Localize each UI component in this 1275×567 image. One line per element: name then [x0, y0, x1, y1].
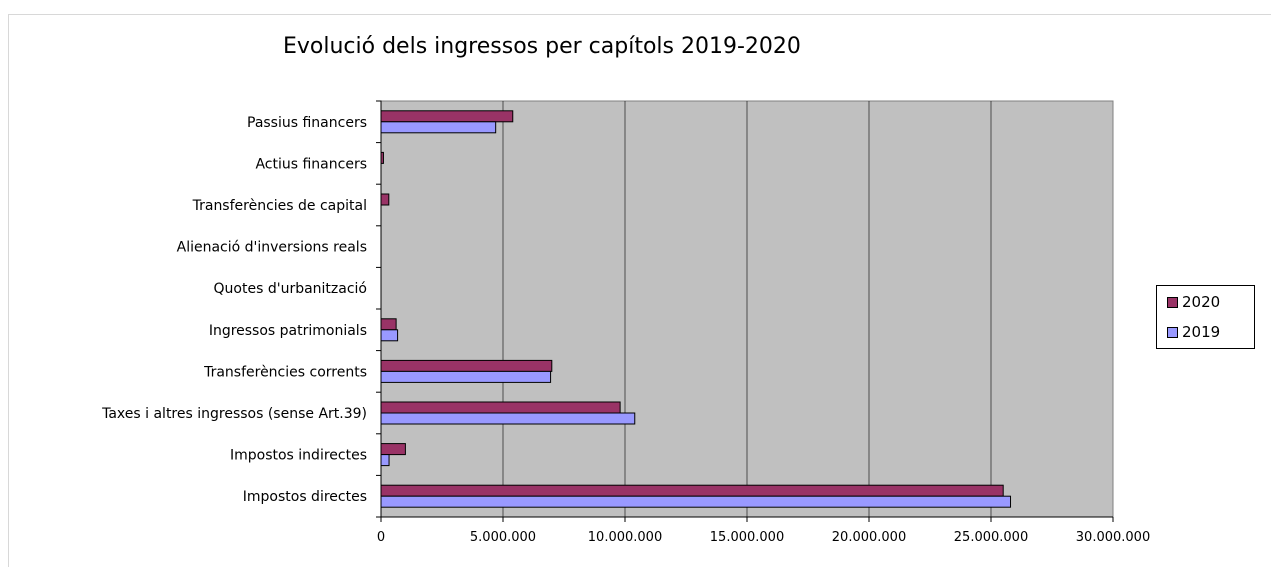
y-category-label: Taxes i altres ingressos (sense Art.39) — [101, 406, 367, 422]
y-category-label: Transferències de capital — [192, 198, 367, 214]
y-category-label: Impostos indirectes — [230, 448, 367, 464]
bar-2019 — [380, 370, 552, 383]
bar-2020 — [380, 484, 1004, 497]
bar-2020 — [380, 443, 406, 456]
bar-2019 — [380, 329, 399, 342]
bar-2019 — [380, 454, 390, 467]
chart-title: Evolució dels ingressos per capítols 201… — [283, 34, 801, 59]
y-category-label: Quotes d'urbanització — [214, 281, 367, 297]
legend-item-2020: 2020 — [1167, 292, 1220, 312]
chart-legend: 2020 2019 — [1156, 285, 1255, 349]
legend-label-2019: 2019 — [1182, 323, 1221, 341]
y-category-label: Passius financers — [247, 115, 367, 131]
x-tick-label: 10.000.000 — [588, 530, 662, 545]
legend-item-2019: 2019 — [1167, 322, 1220, 342]
x-tick-label: 20.000.000 — [832, 530, 906, 545]
chart-frame — [8, 14, 1271, 567]
x-tick-label: 0 — [377, 530, 385, 545]
x-tick-label: 15.000.000 — [710, 530, 784, 545]
bar-2020 — [380, 359, 553, 372]
bar-2020 — [380, 318, 397, 331]
y-category-label: Transferències corrents — [203, 364, 367, 380]
legend-swatch-2020 — [1167, 296, 1178, 308]
bar-2019 — [380, 121, 497, 134]
y-category-label: Ingressos patrimonials — [209, 323, 367, 339]
bar-2019 — [380, 412, 636, 425]
x-tick-label: 5.000.000 — [470, 530, 536, 545]
x-tick-label: 30.000.000 — [1076, 530, 1150, 545]
legend-label-2020: 2020 — [1182, 293, 1221, 311]
bar-2020 — [380, 401, 621, 414]
y-category-label: Alienació d'inversions reals — [177, 240, 367, 256]
bar-2019 — [380, 495, 1012, 508]
bar-2020 — [380, 193, 390, 206]
x-tick-label: 25.000.000 — [954, 530, 1028, 545]
y-category-label: Impostos directes — [243, 489, 367, 505]
legend-swatch-2019 — [1167, 326, 1178, 338]
bar-2020 — [380, 110, 514, 123]
y-category-label: Actius financers — [255, 156, 367, 172]
